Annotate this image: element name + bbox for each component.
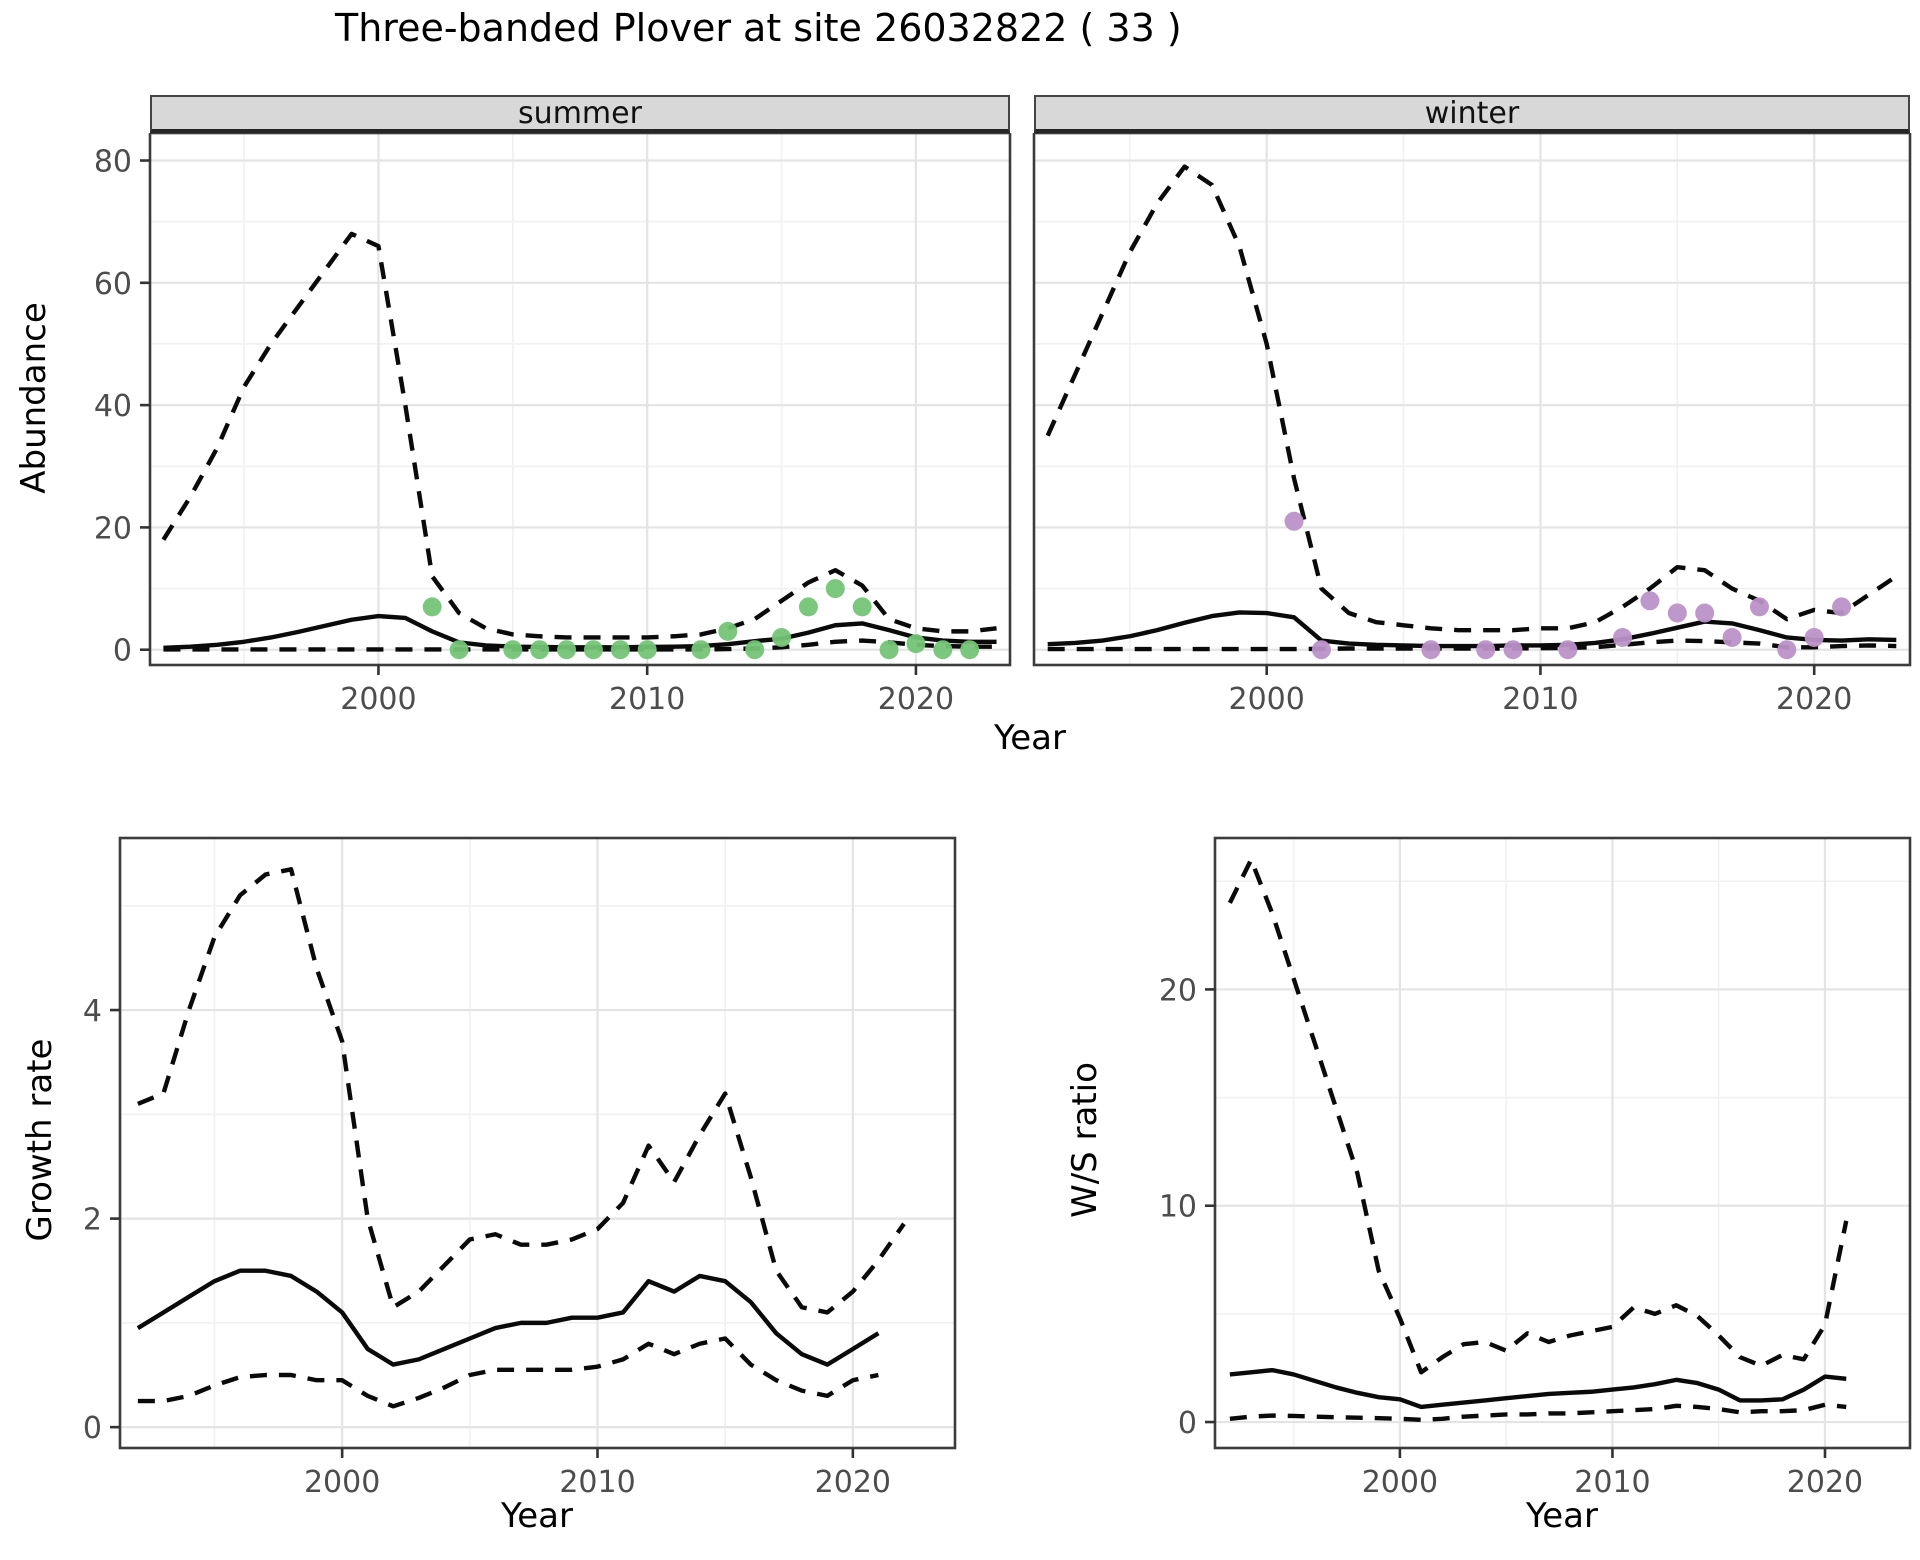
top-x-axis-title: Year bbox=[994, 718, 1066, 758]
y-tick-label: 0 bbox=[1178, 1406, 1197, 1441]
data-point-observed_counts bbox=[1284, 511, 1304, 531]
data-point-observed_counts bbox=[1640, 591, 1660, 611]
series-estimate bbox=[1047, 610, 1897, 649]
data-point-observed_counts bbox=[422, 597, 442, 617]
y-tick-label: 4 bbox=[83, 994, 102, 1029]
x-tick-label: 2000 bbox=[1362, 1465, 1438, 1500]
data-point-observed_counts bbox=[637, 640, 657, 660]
ws-x-axis-title: Year bbox=[1526, 1496, 1598, 1536]
growth-x-axis-title: Year bbox=[501, 1496, 573, 1536]
plot-canvas: 2000 2010 2020 0 20 40 60 80 bbox=[94, 133, 1012, 717]
y-tick-label: 0 bbox=[113, 634, 132, 669]
series-ci_upper bbox=[137, 867, 906, 1315]
data-point-observed_counts bbox=[1311, 640, 1331, 660]
y-tick-label: 60 bbox=[94, 267, 132, 302]
series-ci_upper bbox=[161, 231, 997, 640]
data-point-observed_counts bbox=[772, 627, 792, 647]
x-tick-label: 2000 bbox=[340, 682, 416, 717]
growth-rate-plot: 2000 2010 2020 0 2 4 bbox=[30, 810, 980, 1560]
data-point-observed_counts bbox=[610, 640, 630, 660]
panel-background bbox=[120, 838, 955, 1448]
data-point-observed_counts bbox=[530, 640, 550, 660]
x-tick-label: 2020 bbox=[1776, 682, 1852, 717]
panel-background bbox=[1034, 133, 1910, 665]
series-ci_lower bbox=[137, 1336, 879, 1409]
data-point-observed_counts bbox=[879, 640, 899, 660]
y-tick-label: 20 bbox=[94, 511, 132, 546]
panel-border bbox=[1213, 836, 1912, 1450]
data-point-observed_counts bbox=[1832, 597, 1852, 617]
series-estimate bbox=[1229, 1367, 1847, 1410]
facet-strip-winter-label: winter bbox=[1424, 95, 1520, 131]
x-tick-label: 2020 bbox=[1787, 1465, 1863, 1500]
data-point-observed_counts bbox=[906, 634, 926, 654]
panel-border bbox=[148, 133, 1012, 667]
series-estimate bbox=[136, 1268, 880, 1367]
plot-canvas: 2000 2010 2020 0 10 20 bbox=[1159, 836, 1912, 1500]
x-tick-label: 2020 bbox=[878, 682, 954, 717]
facet-strip-winter: winter bbox=[1034, 95, 1910, 133]
data-point-observed_counts bbox=[1613, 627, 1633, 647]
x-tick-label: 2010 bbox=[1574, 1465, 1650, 1500]
facet-strip-summer: summer bbox=[150, 95, 1010, 133]
summer-abundance-plot: 2000 2010 2020 0 20 40 60 80 bbox=[40, 133, 1025, 733]
series-ci_lower bbox=[163, 638, 997, 652]
panel-background bbox=[1215, 838, 1910, 1448]
y-tick-label: 40 bbox=[94, 389, 132, 424]
y-tick-label: 0 bbox=[83, 1411, 102, 1446]
winter-abundance-plot: 2000 2010 2020 bbox=[995, 133, 1920, 733]
y-tick-label: 2 bbox=[83, 1203, 102, 1238]
data-point-observed_counts bbox=[718, 621, 738, 641]
data-point-observed_counts bbox=[1749, 597, 1769, 617]
data-point-observed_counts bbox=[691, 640, 711, 660]
data-point-observed_counts bbox=[960, 640, 980, 660]
data-point-observed_counts bbox=[825, 579, 845, 599]
data-point-observed_counts bbox=[933, 640, 953, 660]
ws-ratio-plot: 2000 2010 2020 0 10 20 bbox=[1060, 810, 1920, 1560]
data-point-observed_counts bbox=[798, 597, 818, 617]
data-point-observed_counts bbox=[557, 640, 577, 660]
panel-background bbox=[150, 133, 1010, 665]
data-point-observed_counts bbox=[745, 640, 765, 660]
x-tick-label: 2010 bbox=[1502, 682, 1578, 717]
data-point-observed_counts bbox=[1722, 627, 1742, 647]
y-tick-label: 20 bbox=[1159, 973, 1197, 1008]
data-point-observed_counts bbox=[1421, 640, 1441, 660]
facet-strip-summer-label: summer bbox=[518, 95, 642, 131]
x-tick-label: 2010 bbox=[609, 682, 685, 717]
x-tick-label: 2000 bbox=[304, 1465, 380, 1500]
data-point-observed_counts bbox=[1777, 640, 1797, 660]
data-point-observed_counts bbox=[852, 597, 872, 617]
series-ci_lower bbox=[1229, 1402, 1847, 1423]
data-point-observed_counts bbox=[503, 640, 523, 660]
data-point-observed_counts bbox=[1558, 640, 1578, 660]
x-tick-label: 2010 bbox=[559, 1465, 635, 1500]
data-point-observed_counts bbox=[583, 640, 603, 660]
series-ci_upper bbox=[1227, 857, 1849, 1375]
plot-canvas: 2000 2010 2020 bbox=[1032, 133, 1912, 717]
series-ci_lower bbox=[1047, 638, 1897, 652]
x-tick-label: 2000 bbox=[1229, 682, 1305, 717]
page-title: Three-banded Plover at site 26032822 ( 3… bbox=[335, 6, 1182, 50]
data-point-observed_counts bbox=[449, 640, 469, 660]
data-point-observed_counts bbox=[1667, 603, 1687, 623]
panel-border bbox=[1032, 133, 1912, 667]
data-point-observed_counts bbox=[1695, 603, 1715, 623]
panel-border bbox=[118, 836, 957, 1450]
plot-canvas: 2000 2010 2020 0 2 4 bbox=[83, 836, 957, 1500]
data-point-observed_counts bbox=[1476, 640, 1496, 660]
y-tick-label: 80 bbox=[94, 145, 132, 180]
y-tick-label: 10 bbox=[1159, 1190, 1197, 1225]
x-tick-label: 2020 bbox=[815, 1465, 891, 1500]
data-point-observed_counts bbox=[1503, 640, 1523, 660]
data-point-observed_counts bbox=[1804, 627, 1824, 647]
